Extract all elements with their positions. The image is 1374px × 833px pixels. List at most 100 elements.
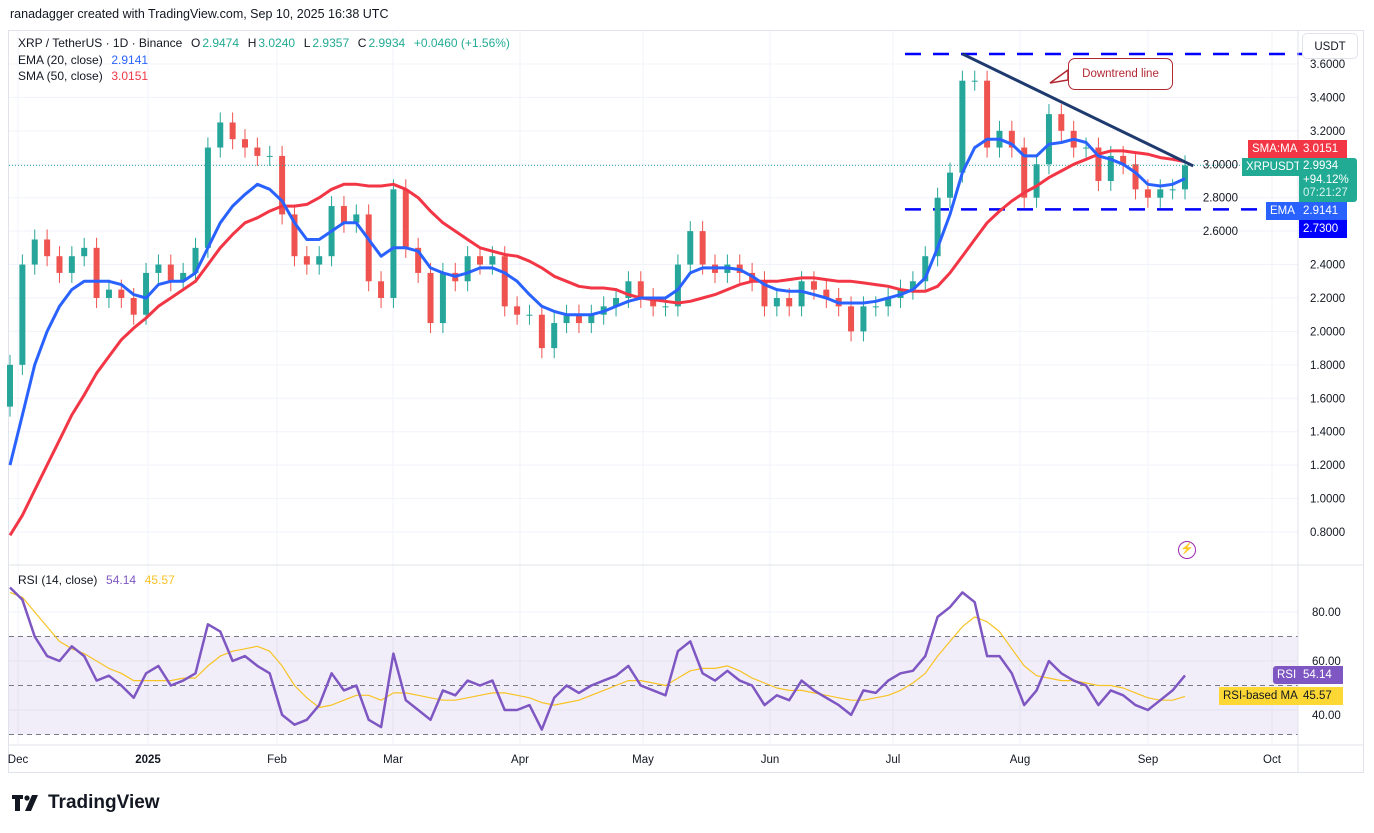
sma-price-tag: 3.0151 — [1299, 140, 1347, 158]
rsi-line — [9, 586, 1186, 731]
low-label: L — [303, 36, 311, 50]
candle-body — [93, 247, 100, 298]
ema-price-tag: 2.9141 — [1299, 202, 1347, 220]
candle-body — [118, 289, 125, 298]
price-tick-label: 1.4000 — [1310, 427, 1345, 439]
rsi-value: 54.14 — [106, 573, 137, 587]
tradingview-logo-icon — [12, 795, 38, 811]
downtrend-line — [961, 52, 1194, 168]
candle-body — [909, 281, 916, 290]
price-tick-label: 1.0000 — [1310, 494, 1345, 506]
candle-body — [885, 297, 892, 307]
candle-body — [56, 256, 63, 273]
open-value: 2.9474 — [202, 36, 240, 50]
rsi-ma-line — [9, 591, 1186, 709]
rsi-tick-label: 60.00 — [1312, 656, 1341, 668]
candle-body — [192, 247, 199, 273]
logo-text: TradingView — [48, 792, 160, 813]
candle-body — [823, 289, 830, 298]
candle-body — [130, 297, 137, 315]
close-value: 2.9934 — [368, 36, 406, 50]
rsi-legend[interactable]: RSI (14, close) 54.14 45.57 — [18, 573, 177, 587]
candle-body — [1144, 189, 1151, 198]
candle-body — [1107, 155, 1114, 181]
price-tick-label: 2.2000 — [1310, 293, 1345, 305]
downtrend-annotation[interactable]: Downtrend line — [1068, 58, 1173, 90]
candle-body — [563, 314, 570, 324]
ema-label: EMA (20, close) — [18, 53, 103, 67]
candle-body — [415, 247, 422, 273]
candle-body — [167, 264, 174, 282]
ema-20-line — [8, 137, 1186, 466]
last-price: 2.9934 — [1303, 160, 1339, 172]
candle-body — [340, 206, 347, 223]
chart-credit: ranadagger created with TradingView.com,… — [10, 7, 389, 21]
price-tick-label: 1.8000 — [1310, 360, 1345, 372]
candle-body — [1045, 114, 1052, 165]
candle-body — [105, 289, 112, 298]
candle-body — [1021, 147, 1028, 198]
ema-tag: EMA — [1266, 202, 1299, 220]
rsi-lines — [9, 586, 1186, 731]
price-tick-label: 3.0000 — [1203, 159, 1238, 171]
price-tick-label: 1.6000 — [1310, 393, 1345, 405]
candle-body — [613, 297, 620, 307]
close-label: C — [357, 36, 367, 50]
candle-body — [984, 80, 991, 148]
candle-body — [68, 256, 75, 273]
moving-averages — [8, 137, 1186, 537]
candle-body — [378, 281, 385, 298]
axes: 3.6000 3.4000 3.2000 3.0000 2.8000 2.6000 2.40… — [8, 31, 1363, 772]
candle-body — [959, 80, 966, 173]
support-price-tag: 2.7300 — [1299, 220, 1347, 238]
horizontal-levels — [905, 52, 1318, 211]
candle-body — [588, 314, 595, 324]
ema-value: 2.9141 — [111, 53, 149, 67]
candle-body — [477, 256, 483, 265]
candle-body — [353, 214, 360, 223]
candle-body — [390, 189, 397, 298]
ema-legend[interactable]: EMA (20, close) 2.9141 — [18, 53, 150, 67]
rsi-tick-label: 80.00 — [1312, 607, 1341, 619]
high-label: H — [247, 36, 257, 50]
rsi-tick-label: 40.00 — [1312, 710, 1341, 722]
candle-body — [872, 306, 879, 308]
tradingview-logo[interactable]: TradingView — [12, 792, 160, 814]
grid — [9, 31, 1298, 745]
candle-body — [316, 256, 323, 265]
candle-body — [19, 264, 26, 365]
time-tick-label: Dec — [8, 754, 29, 766]
rsi-ma-value: 45.57 — [144, 573, 175, 587]
candle-body — [1157, 189, 1164, 198]
candle-body — [229, 122, 236, 140]
time-tick-label: Feb — [267, 754, 287, 766]
candle-body — [761, 281, 768, 307]
candle-body — [1058, 114, 1065, 131]
candle-body — [180, 272, 187, 282]
candle-body — [303, 256, 310, 265]
sma-legend[interactable]: SMA (50, close) 3.0151 — [18, 69, 150, 83]
time-tick-label: May — [632, 754, 654, 766]
candle-body — [848, 306, 855, 332]
candle-body — [786, 297, 793, 307]
time-tick-label: Aug — [1010, 754, 1030, 766]
symbol-name[interactable]: XRP / TetherUS · 1D · Binance — [18, 36, 183, 50]
open-label: O — [190, 36, 201, 50]
candle-body — [155, 264, 162, 273]
time-tick-label: 2025 — [135, 754, 161, 766]
candle-body — [44, 239, 51, 257]
candle-body — [7, 364, 13, 407]
high-value: 3.0240 — [258, 36, 296, 50]
candle-body — [464, 256, 471, 282]
candle-body — [1095, 147, 1102, 181]
price-tick-label: 2.0000 — [1310, 326, 1345, 338]
candle-body — [674, 264, 681, 307]
currency-button[interactable]: USDT — [1302, 33, 1358, 59]
candle-body — [810, 281, 817, 290]
alert-bolt-icon[interactable]: ⚡ — [1178, 541, 1196, 559]
time-tick-label: Apr — [511, 754, 529, 766]
candle-body — [687, 231, 694, 265]
candle-body — [204, 147, 211, 248]
